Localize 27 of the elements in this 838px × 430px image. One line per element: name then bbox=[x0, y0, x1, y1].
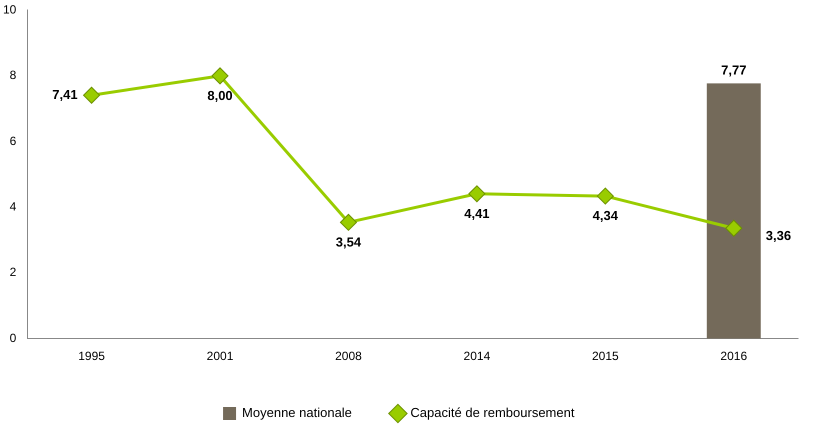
data-label: 7,77 bbox=[721, 62, 746, 78]
y-tick-label: 6 bbox=[10, 134, 17, 148]
data-label: 7,41 bbox=[52, 86, 78, 102]
data-label: 8,00 bbox=[207, 88, 233, 103]
legend-label: Moyenne nationale bbox=[242, 405, 352, 420]
x-tick-label: 2016 bbox=[720, 349, 748, 364]
y-tick-label: 0 bbox=[10, 330, 17, 345]
point bbox=[596, 188, 614, 205]
data-label: 4,34 bbox=[592, 208, 619, 224]
y-tick-label: 2 bbox=[10, 265, 17, 280]
data-label: 3,54 bbox=[336, 234, 362, 250]
x-tick-label: 2015 bbox=[592, 349, 620, 364]
data-label: 3,36 bbox=[766, 228, 792, 243]
legend-label: Capacité de remboursement bbox=[410, 405, 575, 420]
point bbox=[83, 86, 100, 104]
point bbox=[725, 220, 742, 237]
x-tick-label: 2008 bbox=[335, 349, 362, 364]
y-tick-label: 4 bbox=[10, 200, 17, 214]
point bbox=[340, 214, 357, 231]
x-tick-label: 2014 bbox=[464, 349, 491, 364]
point bbox=[212, 67, 229, 84]
y-tick-label: 8 bbox=[10, 68, 17, 82]
x-tick-label: 1995 bbox=[78, 349, 106, 364]
data-label: 4,41 bbox=[464, 206, 490, 221]
point bbox=[468, 185, 486, 202]
y-tick-label: 10 bbox=[2, 2, 17, 17]
x-tick-label: 2001 bbox=[206, 349, 234, 364]
